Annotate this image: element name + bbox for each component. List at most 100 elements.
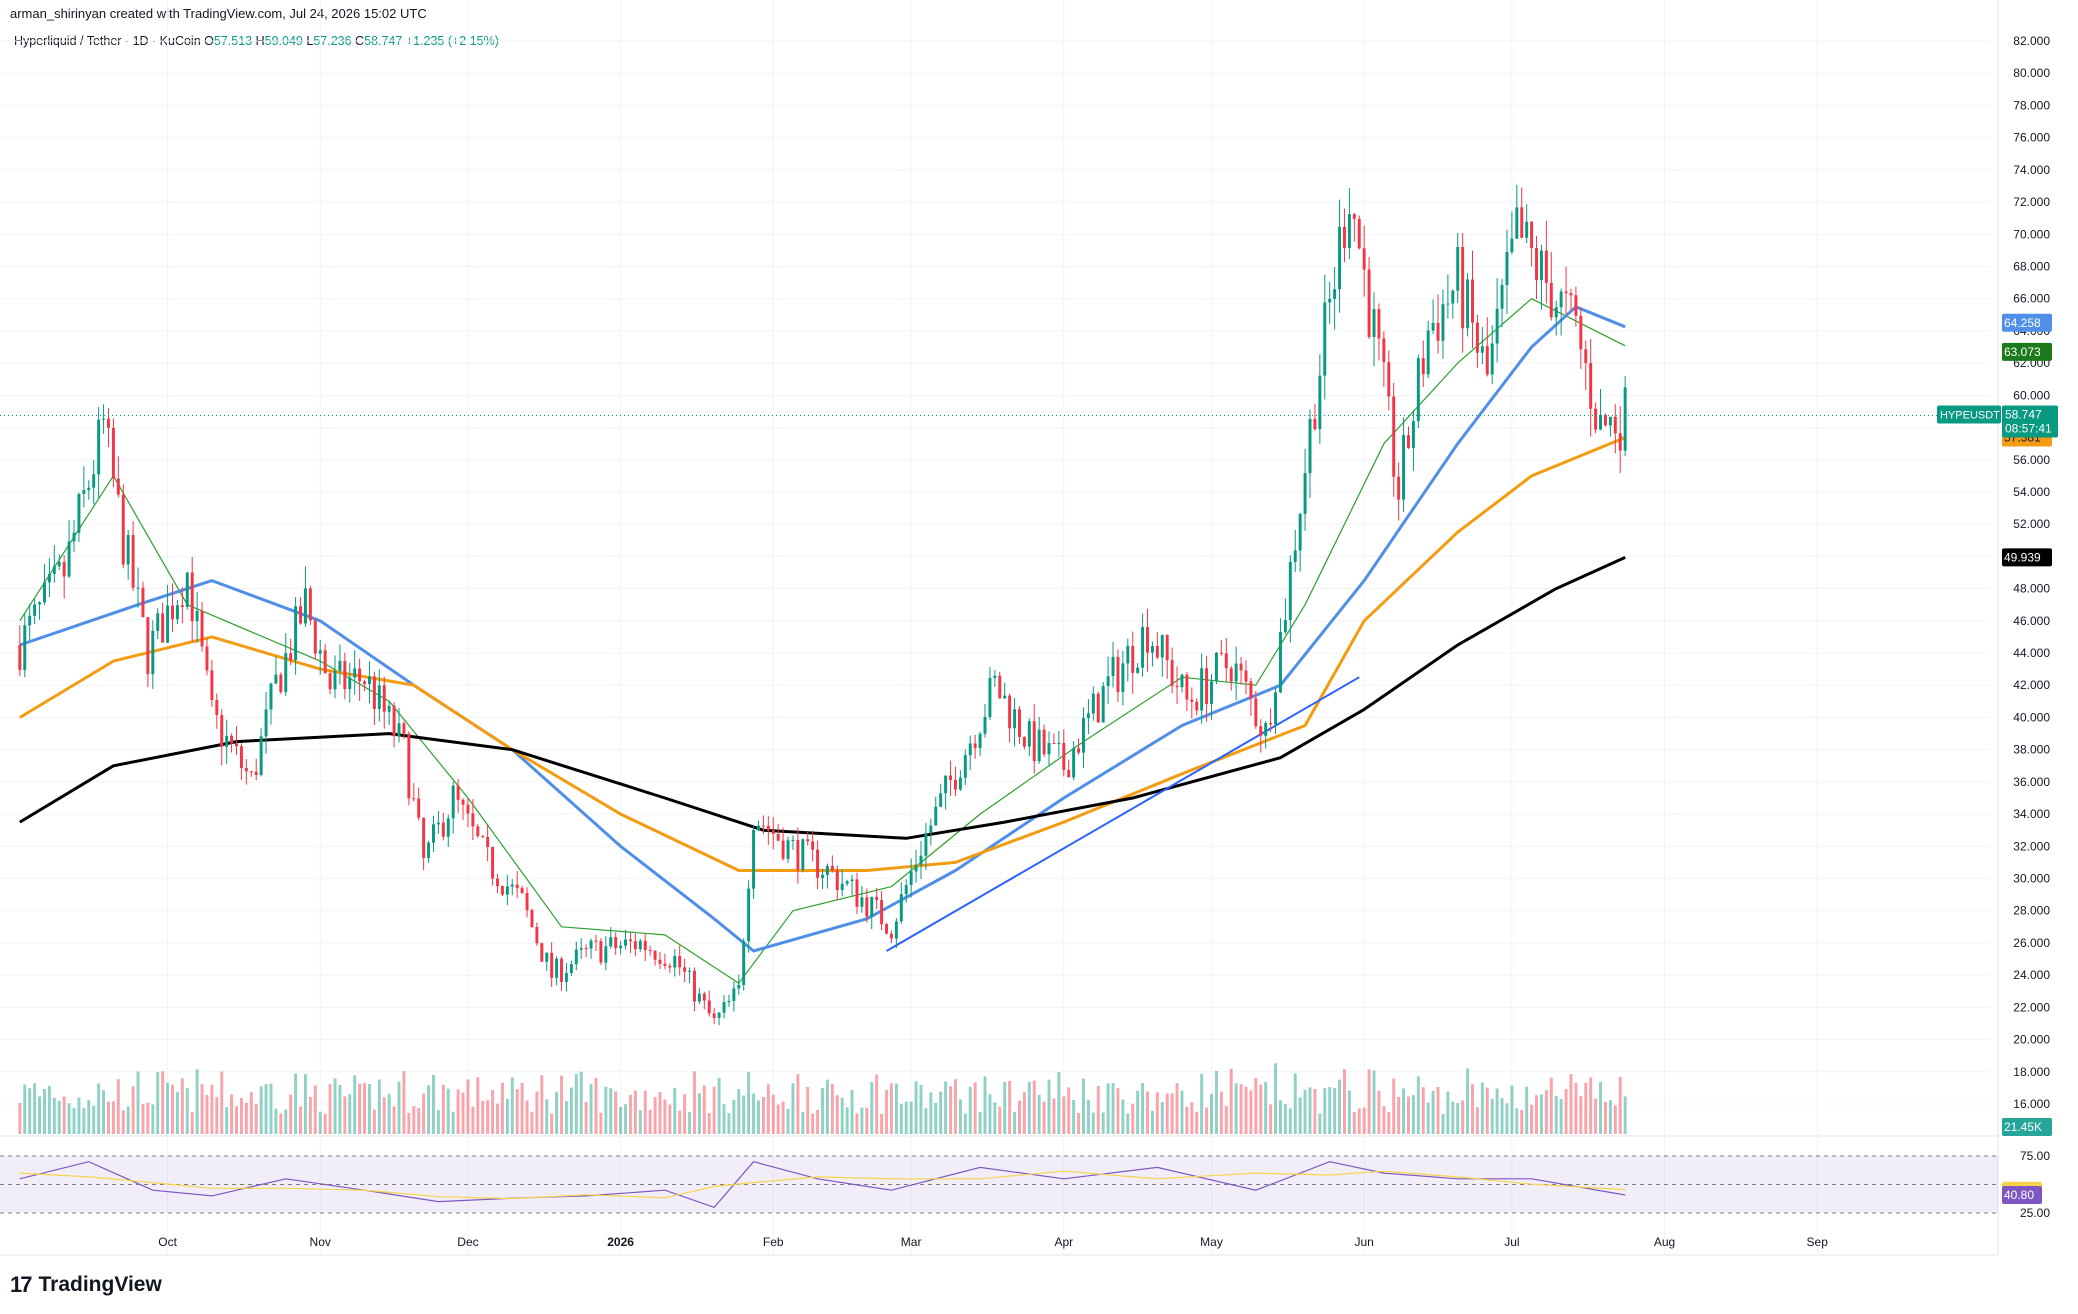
trendline[interactable] xyxy=(886,676,1360,952)
candle-body xyxy=(1175,685,1179,688)
volume-bar xyxy=(515,1089,519,1134)
candle-body xyxy=(663,963,667,966)
volume-bar xyxy=(1249,1090,1253,1134)
volume-bar xyxy=(1392,1078,1396,1134)
candle-body xyxy=(564,973,568,982)
y-tick-label: 78.000 xyxy=(2013,98,2050,112)
price-axis[interactable]: 82.000 80.000 78.000 76.000 74.000 72.000 70.0… xyxy=(2013,34,2050,1111)
candle-body xyxy=(643,940,647,951)
candle-body xyxy=(151,630,155,675)
volume-bar xyxy=(1293,1073,1297,1134)
rsi-pane[interactable]: 75.00 25.00 xyxy=(0,1149,2050,1220)
volume-bar xyxy=(1510,1085,1514,1134)
volume-bar xyxy=(436,1110,440,1134)
candle-body xyxy=(382,685,386,712)
candle-body xyxy=(594,940,598,942)
volume-bar xyxy=(766,1084,770,1134)
candle-body xyxy=(289,653,293,660)
candle-body xyxy=(604,946,608,963)
candle-body xyxy=(1013,709,1017,729)
volume-bar xyxy=(1091,1112,1095,1134)
candle-body xyxy=(899,894,903,922)
x-tick-label: Dec xyxy=(457,1235,478,1249)
candle-body xyxy=(1259,726,1263,736)
volume-bar xyxy=(1387,1112,1391,1134)
candle-body xyxy=(1219,652,1223,654)
candle-body xyxy=(1608,416,1612,426)
volume-bar xyxy=(1185,1106,1189,1134)
candle-body xyxy=(1569,293,1573,296)
candle-body xyxy=(1155,645,1159,658)
candle-body xyxy=(545,952,549,962)
volume-bar xyxy=(555,1091,559,1134)
volume-bar xyxy=(42,1089,46,1134)
candle-body xyxy=(530,910,534,928)
candle-body xyxy=(1328,298,1332,303)
candle-body xyxy=(1180,674,1184,688)
y-tick-label: 56.000 xyxy=(2013,453,2050,467)
candle-body xyxy=(205,646,209,671)
candle-body xyxy=(1539,250,1543,281)
volume-bar xyxy=(1515,1108,1519,1134)
volume-bar xyxy=(38,1096,42,1134)
candle-body xyxy=(1136,667,1140,673)
candle-body xyxy=(535,927,539,944)
candle-body xyxy=(175,605,179,620)
volume-bar xyxy=(614,1091,618,1134)
volume-bar xyxy=(1431,1090,1435,1134)
candle-body xyxy=(1308,418,1312,474)
candle-body xyxy=(1377,309,1381,339)
volume-bar xyxy=(1180,1090,1184,1134)
volume-bar xyxy=(294,1073,298,1134)
candle-body xyxy=(1426,330,1430,375)
volume-bar xyxy=(333,1078,337,1134)
volume-bar xyxy=(796,1074,800,1134)
volume-bar xyxy=(1032,1080,1036,1134)
candle-body xyxy=(146,617,150,675)
y-tick-label: 72.000 xyxy=(2013,195,2050,209)
volume-bar xyxy=(1382,1106,1386,1134)
volume-bar xyxy=(1057,1071,1061,1134)
volume-bar xyxy=(1352,1111,1356,1134)
volume-bar xyxy=(944,1081,948,1134)
y-tick-label: 38.000 xyxy=(2013,743,2050,757)
candle-body xyxy=(486,837,490,848)
x-tick-label: Mar xyxy=(901,1235,922,1249)
candle-body xyxy=(894,921,898,939)
y-tick-label: 20.000 xyxy=(2013,1033,2050,1047)
candle-body xyxy=(1402,435,1406,500)
volume-bar xyxy=(963,1113,967,1134)
volume-bar xyxy=(126,1106,130,1134)
volume-bar xyxy=(353,1075,357,1134)
candle-body xyxy=(1254,698,1258,727)
candle-body xyxy=(968,743,972,756)
volume-bar xyxy=(1539,1094,1543,1134)
candles[interactable] xyxy=(18,184,1627,1026)
volume-bar xyxy=(628,1094,632,1134)
tradingview-brand[interactable]: 17 TradingView xyxy=(10,1272,162,1298)
x-tick-label: Sep xyxy=(1807,1235,1829,1249)
candle-body xyxy=(540,943,544,962)
candle-body xyxy=(353,668,357,678)
volume-bar xyxy=(1259,1084,1263,1134)
candle-body xyxy=(757,825,760,830)
candle-body xyxy=(658,959,662,964)
volume-bar xyxy=(82,1108,86,1134)
volume-bar xyxy=(77,1097,81,1134)
volume-bar xyxy=(1274,1063,1278,1134)
volume-bar xyxy=(1244,1086,1248,1134)
candle-body xyxy=(1505,252,1509,286)
candle-body xyxy=(491,847,495,879)
candle-body xyxy=(313,620,317,654)
volume-bar xyxy=(732,1099,736,1134)
candle-body xyxy=(1407,435,1410,449)
candle-body xyxy=(239,746,243,768)
volume-bar xyxy=(1525,1086,1529,1134)
volume-bar xyxy=(1022,1092,1026,1134)
time-axis[interactable]: Oct Nov Dec 2026 Feb Mar Apr May Jun Jul Aug Sep xyxy=(158,1235,1828,1249)
candle-body xyxy=(1441,304,1445,341)
candle-body xyxy=(190,572,194,622)
candle-body xyxy=(1544,250,1548,283)
candle-body xyxy=(860,897,864,907)
